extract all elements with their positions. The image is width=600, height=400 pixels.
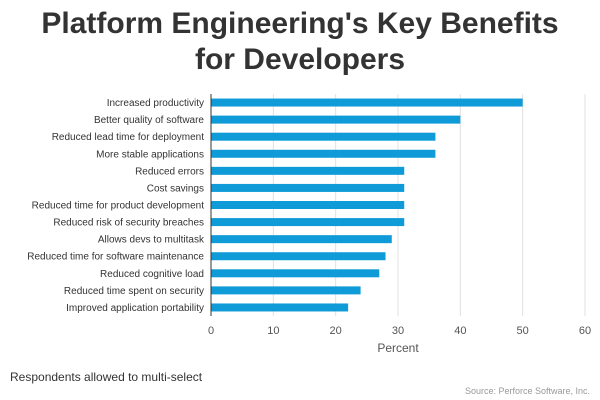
bar: [211, 218, 405, 227]
category-label: Reduced risk of security breaches: [53, 218, 204, 229]
bar: [211, 132, 436, 141]
category-label: Better quality of software: [94, 115, 204, 126]
category-label: Reduced time for software maintenance: [27, 252, 204, 263]
bar: [211, 149, 436, 158]
source-credit: Source: Perforce Software, Inc.: [464, 386, 590, 396]
chart-title: Platform Engineering's Key Benefits for …: [0, 6, 600, 78]
bar: [211, 235, 392, 244]
chart-title-line-1: Platform Engineering's Key Benefits: [41, 7, 559, 40]
x-tick-label: 40: [454, 325, 466, 337]
x-tick-label: 0: [208, 325, 214, 337]
x-tick-label: 20: [330, 325, 342, 337]
bar: [211, 201, 405, 209]
bar: [211, 252, 386, 261]
category-label: Allows devs to multitask: [98, 235, 205, 246]
category-label: Reduced cognitive load: [100, 269, 204, 280]
x-tick-labels: 0 10 20 30 40 50 60: [208, 325, 591, 337]
x-tick-label: 30: [392, 325, 404, 337]
bar: [211, 269, 380, 278]
bar: [211, 286, 361, 295]
bars: [211, 98, 523, 312]
bar: [211, 303, 349, 312]
bar: [211, 183, 405, 192]
bar: [211, 115, 461, 124]
category-label: Improved application portability: [66, 303, 204, 314]
category-label: More stable applications: [96, 149, 204, 160]
category-label: Reduced errors: [135, 166, 204, 177]
bar: [211, 166, 405, 175]
chart-title-line-2: for Developers: [194, 43, 406, 76]
bar: [211, 98, 523, 107]
footnote: Respondents allowed to multi-select: [10, 370, 203, 384]
category-label: Reduced time for product development: [32, 201, 205, 212]
category-label: Increased productivity: [107, 98, 204, 109]
x-tick-label: 50: [517, 325, 529, 337]
x-axis-title: Percent: [377, 341, 419, 355]
category-labels: Increased productivity Better quality of …: [27, 98, 205, 314]
x-tick-label: 10: [267, 325, 279, 337]
x-tick-label: 60: [579, 325, 591, 337]
category-label: Reduced time spent on security: [64, 286, 204, 297]
category-label: Reduced lead time for deployment: [52, 132, 205, 143]
category-label: Cost savings: [147, 183, 204, 194]
